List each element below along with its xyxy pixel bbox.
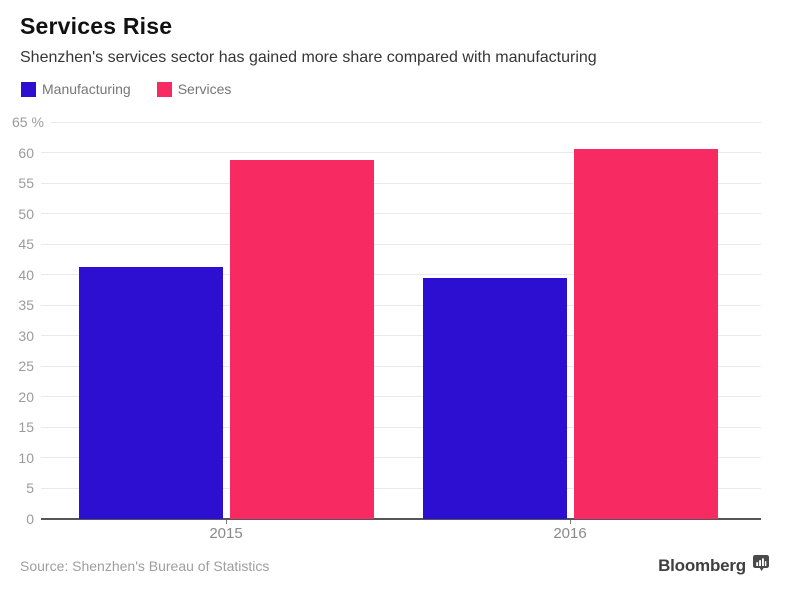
y-gridline-row-5: 5 xyxy=(12,479,761,497)
gridline xyxy=(41,274,761,276)
y-gridline-row-0: 0 xyxy=(12,510,761,528)
chart-title: Services Rise xyxy=(20,13,173,39)
y-gridline-row-45: 45 xyxy=(12,235,761,253)
gridline xyxy=(41,304,761,306)
y-gridline-row-50: 50 xyxy=(12,205,761,223)
x-tick-2016 xyxy=(569,520,571,524)
y-tick-label-10: 10 xyxy=(18,449,34,466)
y-gridline-row-30: 30 xyxy=(12,327,761,345)
bar-manufacturing-2016 xyxy=(422,277,567,519)
gridline xyxy=(41,487,761,489)
y-gridline-row-65: 65 % xyxy=(12,113,761,131)
gridline xyxy=(41,426,761,428)
y-tick-label-55: 55 xyxy=(18,175,34,192)
gridline xyxy=(41,335,761,337)
y-tick-label-20: 20 xyxy=(18,388,34,405)
y-tick-label-40: 40 xyxy=(18,266,34,283)
y-gridline-row-10: 10 xyxy=(12,449,761,467)
gridline xyxy=(41,182,761,184)
chart-subtitle: Shenzhen's services sector has gained mo… xyxy=(20,49,597,66)
y-tick-label-30: 30 xyxy=(18,327,34,344)
legend-label-manufacturing: Manufacturing xyxy=(42,81,131,97)
y-tick-label-65: 65 % xyxy=(12,114,44,130)
x-axis-label-2015: 2015 xyxy=(209,525,243,542)
y-tick-label-60: 60 xyxy=(18,144,34,161)
y-gridline-row-25: 25 xyxy=(12,357,761,375)
y-gridline-row-55: 55 xyxy=(12,174,761,192)
y-tick-label-45: 45 xyxy=(18,236,34,253)
y-tick-label-15: 15 xyxy=(18,419,34,436)
y-tick-label-0: 0 xyxy=(26,511,34,527)
gridline xyxy=(41,365,761,367)
gridline xyxy=(41,152,761,154)
y-gridline-row-20: 20 xyxy=(12,388,761,406)
bar-services-2016 xyxy=(573,149,718,519)
gridline xyxy=(41,457,761,459)
y-tick-label-5: 5 xyxy=(26,480,34,497)
y-gridline-row-40: 40 xyxy=(12,266,761,284)
y-tick-label-35: 35 xyxy=(18,297,34,314)
y-tick-label-25: 25 xyxy=(18,358,34,375)
y-gridline-row-60: 60 xyxy=(12,144,761,162)
legend-item-services: Services xyxy=(156,81,232,97)
bloomberg-logo-icon xyxy=(752,554,770,577)
y-gridline-row-35: 35 xyxy=(12,296,761,314)
y-gridline-row-15: 15 xyxy=(12,418,761,436)
y-tick-label-50: 50 xyxy=(18,205,34,222)
source-note: Source: Shenzhen's Bureau of Statistics xyxy=(20,558,270,574)
gridline xyxy=(41,396,761,398)
bar-services-2015 xyxy=(229,159,374,519)
x-axis-line xyxy=(41,518,761,520)
services-swatch xyxy=(156,81,172,97)
brand-label: Bloomberg xyxy=(658,555,746,575)
x-tick-2015 xyxy=(225,520,227,524)
gridline xyxy=(50,121,761,123)
gridline xyxy=(41,243,761,245)
gridline xyxy=(41,213,761,215)
x-axis-label-2016: 2016 xyxy=(553,525,587,542)
bar-manufacturing-2015 xyxy=(78,267,223,519)
legend-label-services: Services xyxy=(177,81,232,97)
legend: Manufacturing Services xyxy=(21,81,231,97)
brand: Bloomberg xyxy=(658,554,770,577)
legend-item-manufacturing: Manufacturing xyxy=(21,81,131,97)
manufacturing-swatch xyxy=(21,81,36,97)
